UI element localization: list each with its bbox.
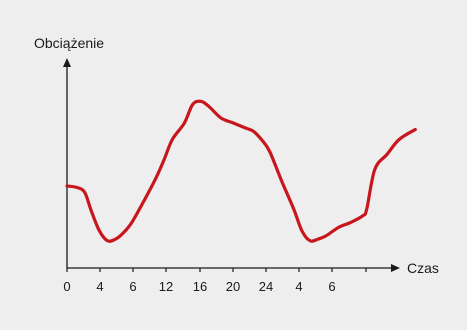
x-tick-label: 16	[193, 279, 207, 294]
x-axis-arrow	[391, 264, 400, 272]
x-tick-label: 6	[129, 279, 136, 294]
x-axis-label: Czas	[407, 260, 439, 276]
x-tick-label: 6	[328, 279, 335, 294]
x-tick-label: 4	[295, 279, 302, 294]
axes	[63, 58, 400, 272]
x-tick-label: 24	[259, 279, 273, 294]
x-tick-group	[66, 268, 367, 272]
x-tick-label: 20	[226, 279, 240, 294]
load-series-line	[65, 99, 417, 243]
y-axis-arrow	[63, 58, 71, 67]
y-axis-label: Obciążenie	[34, 35, 104, 51]
x-tick-label-group: 0 4 6 12 16 20 24 4 6	[63, 279, 335, 294]
x-tick-label: 12	[159, 279, 173, 294]
x-tick-label: 0	[63, 279, 70, 294]
x-tick-label: 4	[96, 279, 103, 294]
